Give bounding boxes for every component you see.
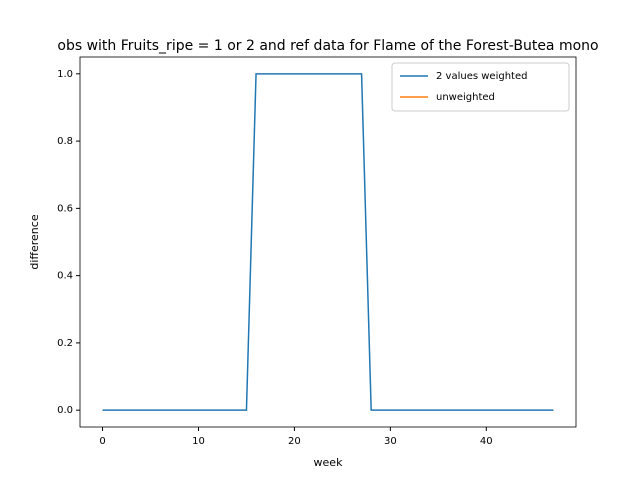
y-tick-label: 0.4 (57, 271, 73, 282)
line-series (102, 73, 554, 411)
y-tick-label: 0.2 (57, 338, 73, 349)
y-tick-label: 0.8 (57, 136, 73, 147)
x-tick-label: 20 (288, 436, 301, 447)
x-tick-label: 30 (384, 436, 397, 447)
x-tick-label: 40 (480, 436, 493, 447)
x-axis-label: week (314, 456, 344, 469)
legend-label: 2 values weighted (436, 71, 527, 82)
legend-box (391, 62, 570, 112)
y-axis-label: difference (28, 214, 41, 269)
y-tick-label: 1.0 (57, 69, 73, 80)
legend-label: unweighted (436, 92, 495, 103)
y-tick-label: 0.0 (57, 405, 73, 416)
x-tick-label: 10 (192, 436, 205, 447)
y-tick-label: 0.6 (57, 203, 73, 214)
chart-title: obs with Fruits_ripe = 1 or 2 and ref da… (57, 38, 598, 54)
plot-frame (79, 56, 577, 428)
x-tick-label: 0 (99, 436, 105, 447)
